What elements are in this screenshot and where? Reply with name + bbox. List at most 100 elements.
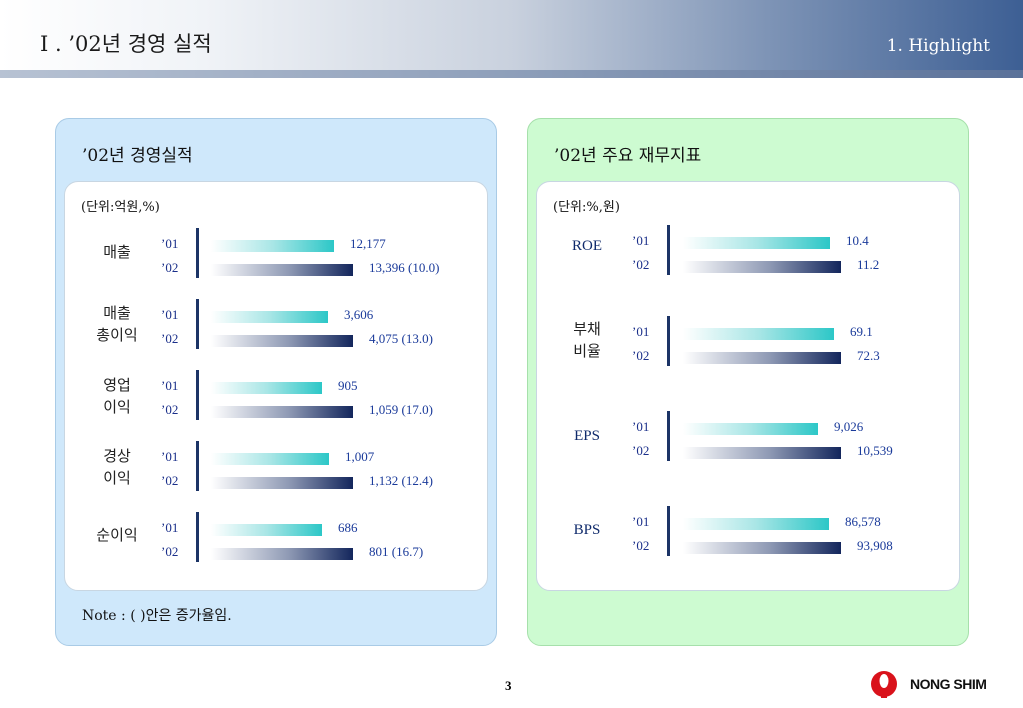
bar-02 [683,447,841,459]
bar-01 [211,311,328,323]
header-rule [0,70,1023,78]
right-row-label: EPS [557,425,617,447]
value-01-label: 86,578 [845,514,881,529]
value-01-label: 3,606 [344,307,374,322]
label-line2: 이익 [103,469,131,487]
label-line1: 매출 [103,243,131,261]
value-01-label: 9,026 [834,419,864,434]
right-panel: ’02년 주요 재무지표 (단위:%,원) ROE ’01 ’02 10.4 1… [527,118,969,646]
page-title: I . ’02년 경영 실적 [40,32,212,56]
left-row-label: 영업 이익 [87,374,147,418]
value-01-label: 12,177 [350,236,386,251]
year-01-label: ’01 [161,307,179,322]
year-01-label: ’01 [161,378,179,393]
year-02-label: ’02 [632,257,650,272]
row-divider [196,512,199,562]
year-02-label: ’02 [632,348,650,363]
year-02-label: ’02 [632,538,650,553]
bar-01 [211,240,334,252]
row-divider [196,441,199,491]
year-02-label: ’02 [161,544,179,559]
value-01-label: 1,007 [345,449,375,464]
left-row-label: 매출 총이익 [87,302,147,346]
value-01-label: 69.1 [850,324,873,339]
value-01-label: 10.4 [846,233,869,248]
value-02-label: 72.3 [857,348,880,363]
bar-02 [211,264,353,276]
value-02-label: 1,132 (12.4) [369,473,433,488]
bar-01 [683,518,829,530]
value-02-label: 93,908 [857,538,893,553]
bar-01 [211,524,322,536]
footnote: Note : ( )안은 증가율임. [82,608,232,624]
label-line1: 부채 [573,320,601,338]
bar-02 [211,548,353,560]
label-line1: 순이익 [96,526,138,544]
value-02-label: 11.2 [857,257,880,272]
bar-01 [211,453,329,465]
year-02-label: ’02 [161,260,179,275]
row-divider [196,370,199,420]
bar-02 [211,335,353,347]
left-unit-label: (단위:억원,%) [81,200,160,215]
section-subtitle: 1. Highlight [886,36,990,56]
year-01-label: ’01 [632,233,650,248]
value-01-label: 905 [338,378,358,393]
row-divider [667,316,670,366]
label-line2: 이익 [103,398,131,416]
bar-02 [683,352,841,364]
year-02-label: ’02 [161,473,179,488]
label-line1: BPS [573,522,601,538]
nongshim-logo: NONG SHIM [868,670,998,700]
logo-mark-icon [871,671,897,698]
left-chart-box: (단위:억원,%) 매출 ’01 ’02 12,177 13,396 (10.0… [64,181,488,591]
right-row-label: BPS [557,519,617,541]
right-unit-label: (단위:%,원) [553,200,620,215]
label-line2: 총이익 [96,326,138,344]
year-01-label: ’01 [632,419,650,434]
value-02-label: 10,539 [857,443,893,458]
label-line1: 매출 [103,304,131,322]
label-line1: 영업 [103,376,131,394]
bar-01 [211,382,322,394]
left-panel-title: ’02년 경영실적 [82,146,193,166]
header-banner [0,0,1023,70]
bar-01 [683,423,818,435]
label-line1: 경상 [103,447,131,465]
year-01-label: ’01 [632,514,650,529]
right-chart-box: (단위:%,원) ROE ’01 ’02 10.4 11.2 부채 비율 ’01… [536,181,960,591]
bar-02 [683,261,841,273]
left-row-label: 순이익 [87,524,147,546]
label-line1: EPS [574,428,600,444]
right-row-label: ROE [557,235,617,257]
label-line1: ROE [572,238,602,254]
bar-01 [683,237,830,249]
left-row-label: 경상 이익 [87,445,147,489]
logo-text: NONG SHIM [910,676,987,692]
bar-02 [211,406,353,418]
year-02-label: ’02 [632,443,650,458]
page-number: 3 [505,678,512,693]
year-01-label: ’01 [161,449,179,464]
value-02-label: 13,396 (10.0) [369,260,440,275]
row-divider [196,299,199,349]
row-divider [667,225,670,275]
year-01-label: ’01 [161,520,179,535]
row-divider [667,506,670,556]
label-line2: 비율 [573,342,601,360]
year-02-label: ’02 [161,331,179,346]
year-01-label: ’01 [632,324,650,339]
bar-02 [211,477,353,489]
row-divider [667,411,670,461]
left-row-label: 매출 [87,241,147,263]
row-divider [196,228,199,278]
right-row-label: 부채 비율 [557,318,617,362]
value-02-label: 1,059 (17.0) [369,402,433,417]
left-panel: ’02년 경영실적 (단위:억원,%) 매출 ’01 ’02 12,177 13… [55,118,497,646]
bar-02 [683,542,841,554]
bar-01 [683,328,834,340]
right-panel-title: ’02년 주요 재무지표 [554,146,702,166]
value-02-label: 4,075 (13.0) [369,331,433,346]
value-01-label: 686 [338,520,358,535]
year-02-label: ’02 [161,402,179,417]
